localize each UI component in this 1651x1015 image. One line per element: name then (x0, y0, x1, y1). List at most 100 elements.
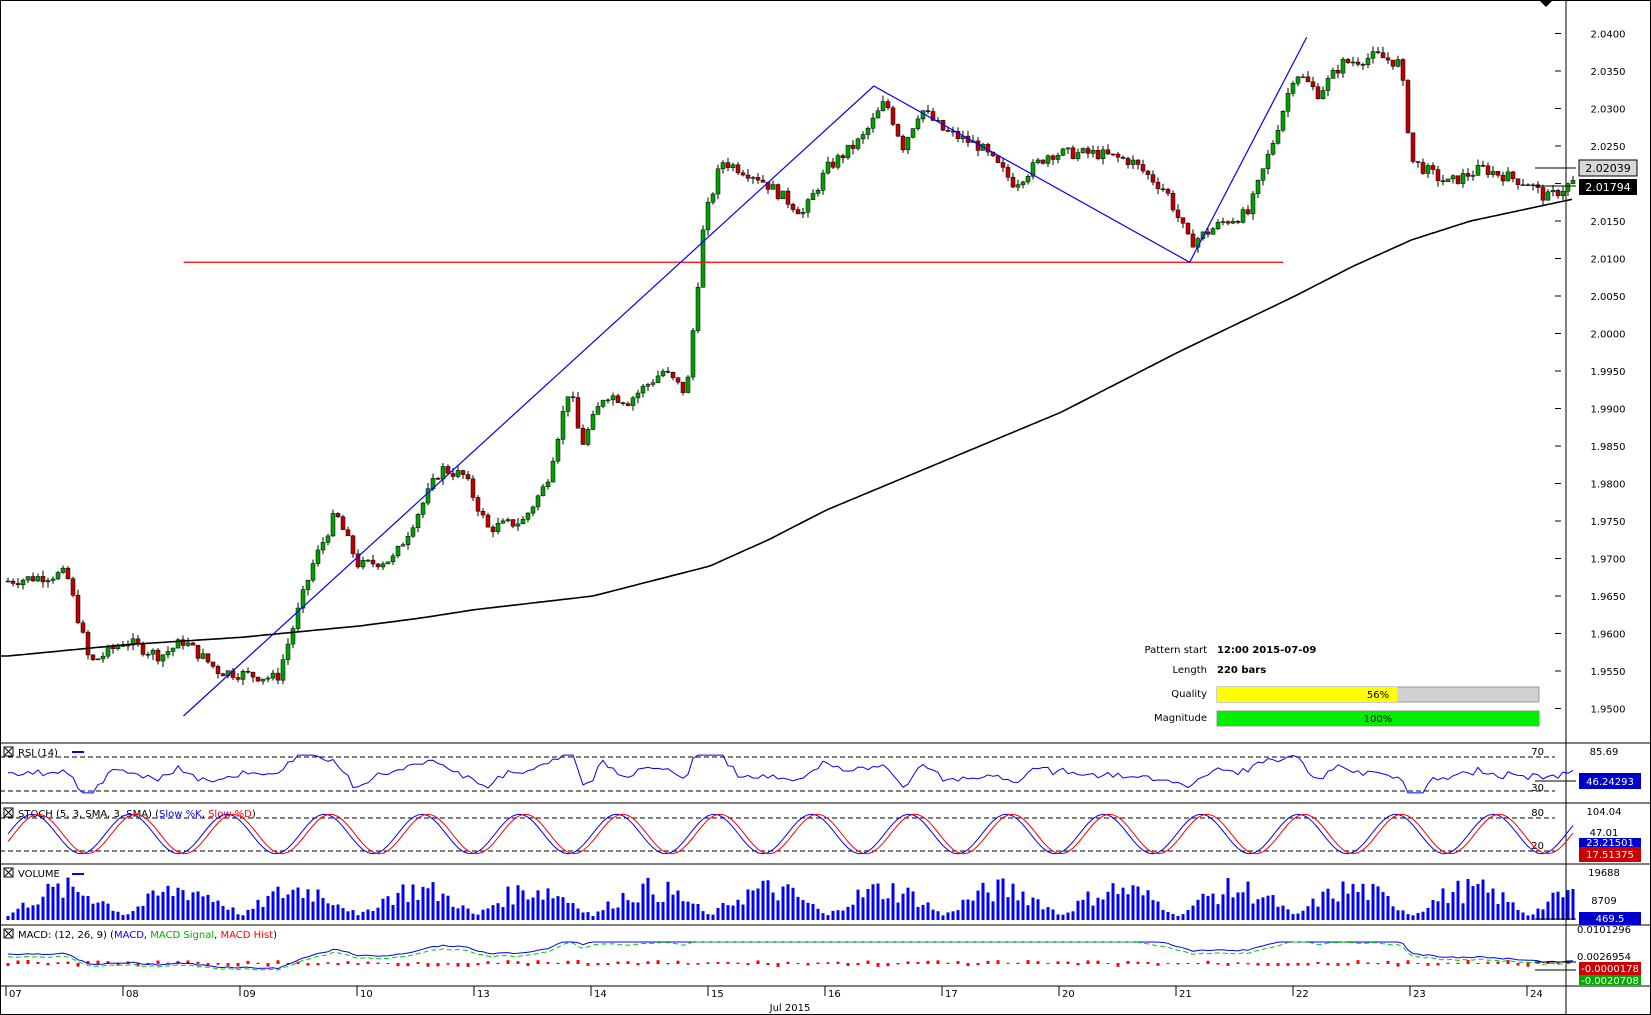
macd-hist-bar (1096, 960, 1100, 964)
volume-bar (306, 889, 310, 920)
candle-body (1005, 167, 1011, 178)
volume-bar (521, 890, 525, 920)
candle-body (160, 654, 166, 662)
macd-hist-bar (486, 961, 490, 964)
candle-body (1355, 61, 1361, 65)
volume-bar (216, 900, 220, 920)
quality-value: 56% (1367, 690, 1389, 701)
volume-bar (696, 903, 700, 920)
candle-body (1540, 187, 1546, 201)
ma-price-tag (1579, 179, 1637, 195)
volume-bar (16, 908, 20, 920)
volume-bar (1206, 895, 1210, 920)
x-tick-label: 23 (1413, 989, 1426, 1000)
candle-body (1405, 80, 1411, 134)
volume-bar (266, 896, 270, 920)
volume-bar (111, 910, 115, 920)
candle-body (1020, 181, 1026, 185)
x-tick-label: 08 (126, 989, 139, 1000)
candle-body (10, 580, 16, 584)
volume-bar (171, 895, 175, 920)
macd-hist-bar (1506, 960, 1510, 964)
candle-body (1175, 209, 1181, 218)
candle-body (785, 190, 791, 205)
macd-hist-bar (816, 962, 820, 964)
candle-body (1200, 231, 1206, 239)
candle-body (675, 377, 681, 383)
volume-bar (1401, 910, 1405, 920)
volume-bar (846, 906, 850, 920)
volume-bar (1376, 886, 1380, 920)
candle-body (595, 406, 601, 415)
candle-body (50, 578, 56, 581)
candle-body (825, 161, 831, 174)
x-tick-label: 22 (1296, 989, 1309, 1000)
candle-body (90, 654, 96, 660)
volume-bar (406, 901, 410, 920)
macd-hist-bar (866, 960, 870, 964)
candle-body (1515, 178, 1521, 185)
volume-bar (1491, 888, 1495, 920)
macd-hist-bar (536, 960, 540, 964)
macd-hist-bar (276, 960, 280, 964)
volume-bar (901, 893, 905, 920)
rsi-level-70: 70 (1531, 747, 1544, 758)
candle-body (705, 201, 711, 231)
candle-body (1110, 153, 1116, 156)
macd-hist-bar (666, 963, 670, 965)
volume-bar (81, 895, 85, 920)
candle-body (770, 184, 776, 190)
volume-bar (1256, 899, 1260, 920)
stoch-scale-top: 104.04 (1587, 807, 1622, 818)
macd-hist-bar (916, 961, 920, 964)
candle-body (415, 514, 421, 529)
candle-body (385, 561, 391, 565)
macd-hist-bar (36, 961, 40, 964)
volume-bar (1026, 905, 1030, 920)
candle-body (290, 628, 296, 645)
macd-hist-bar (1266, 963, 1270, 966)
macd-hist-bar (1016, 962, 1020, 964)
y-tick-label: 1.9750 (1591, 517, 1626, 528)
macd-hist-bar (1316, 961, 1320, 964)
candle-body (1465, 173, 1471, 177)
macd-title: MACD: (12, 26, 9) (MACD, MACD Signal, MA… (18, 930, 277, 941)
candle-body (865, 128, 871, 135)
candle-body (1285, 93, 1291, 112)
candle-body (1210, 228, 1216, 235)
candle-body (895, 124, 901, 137)
volume-bar (481, 909, 485, 920)
volume-bar (1316, 906, 1320, 920)
candle-body (400, 544, 406, 547)
volume-bar (1286, 909, 1290, 920)
volume-bar (831, 910, 835, 920)
candle-body (475, 497, 481, 512)
volume-bar (741, 904, 745, 920)
volume-bar (611, 908, 615, 920)
macd-hist-bar (1436, 963, 1440, 966)
volume-bar (1571, 888, 1575, 920)
scroll-arrow-icon[interactable] (1539, 0, 1553, 7)
candle-body (1000, 162, 1006, 168)
macd-hist-bar (556, 962, 560, 964)
y-tick-label: 1.9800 (1591, 480, 1626, 491)
candle-body (480, 511, 486, 516)
macd-hist-bar (1496, 961, 1500, 964)
candle-body (800, 212, 806, 215)
macd-pane: MACD: (12, 26, 9) (MACD, MACD Signal, MA… (3, 925, 1641, 987)
candle-body (310, 563, 316, 581)
macd-hist-bar (76, 963, 80, 967)
candle-body (95, 658, 101, 661)
candle-body (130, 638, 136, 646)
candle-body (610, 395, 616, 401)
volume-bar (551, 898, 555, 920)
volume-bar (66, 877, 70, 920)
macd-hist-bar (766, 963, 770, 966)
volume-bar (431, 882, 435, 920)
candle-body (1015, 184, 1021, 188)
candle-body (395, 545, 401, 557)
volume-bar (1066, 912, 1070, 920)
volume-bar (751, 890, 755, 920)
candle-body (945, 129, 951, 132)
macd-hist-bar (436, 963, 440, 967)
